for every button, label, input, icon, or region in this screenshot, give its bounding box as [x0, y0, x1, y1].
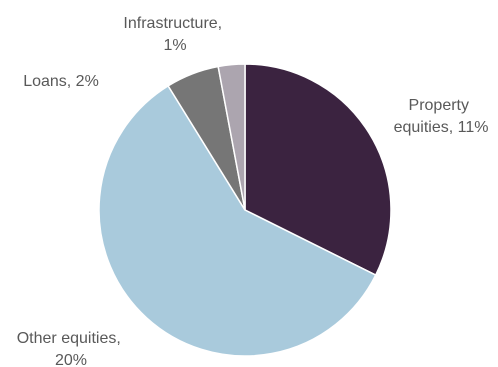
slice-label-infrastructure: Infrastructure, 1%: [123, 15, 226, 54]
pie-slices: [98, 63, 392, 357]
pie-slice-property-equities: [244, 63, 392, 277]
pie-slice-other-equities: [98, 84, 377, 357]
slice-label-property-equities: Property equities, 11%: [394, 97, 489, 136]
slice-label-loans: Loans, 2%: [23, 73, 99, 90]
slice-label-other-equities: Other equities, 20%: [17, 330, 126, 367]
pie-slice-infrastructure: [217, 63, 246, 211]
